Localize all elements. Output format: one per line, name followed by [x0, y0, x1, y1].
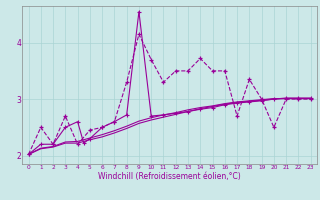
X-axis label: Windchill (Refroidissement éolien,°C): Windchill (Refroidissement éolien,°C): [98, 172, 241, 181]
